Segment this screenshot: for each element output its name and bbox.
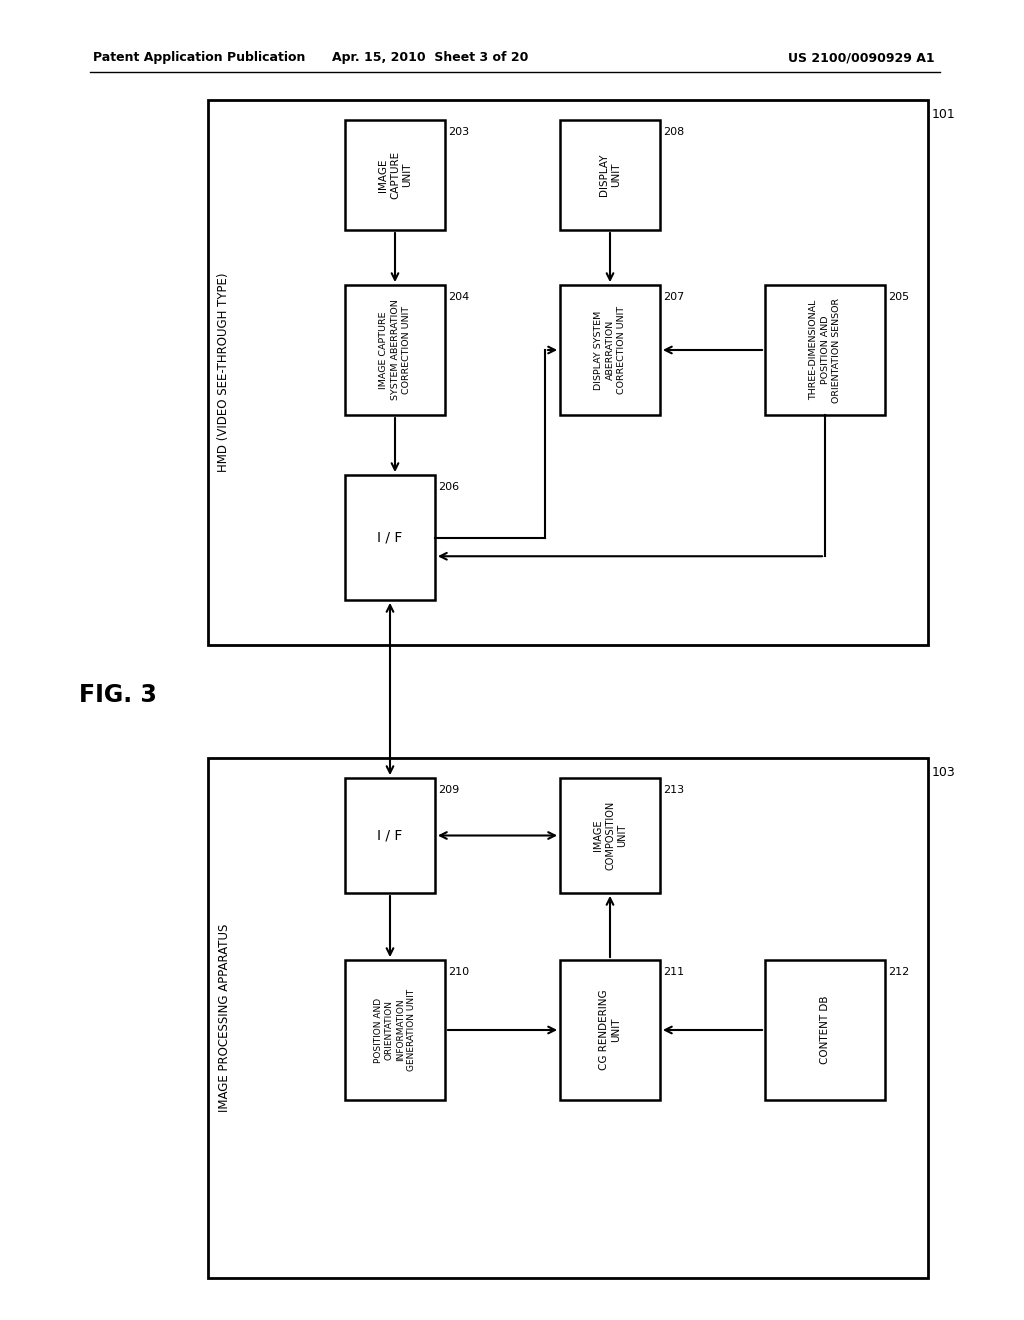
Text: IMAGE PROCESSING APPARATUS: IMAGE PROCESSING APPARATUS	[217, 924, 230, 1113]
Text: 212: 212	[888, 968, 909, 977]
Text: 204: 204	[449, 292, 469, 302]
Text: 205: 205	[888, 292, 909, 302]
Text: US 2100/0090929 A1: US 2100/0090929 A1	[788, 51, 935, 65]
Text: DISPLAY
UNIT: DISPLAY UNIT	[599, 153, 622, 197]
Text: 206: 206	[438, 482, 459, 492]
Text: 210: 210	[449, 968, 469, 977]
Bar	[560, 285, 660, 414]
Bar	[208, 758, 928, 1278]
Text: 207: 207	[663, 292, 684, 302]
Bar	[560, 120, 660, 230]
Text: THREE-DIMENSIONAL
POSITION AND
ORIENTATION SENSOR: THREE-DIMENSIONAL POSITION AND ORIENTATI…	[809, 297, 841, 403]
Bar	[345, 475, 435, 601]
Text: POSITION AND
ORIENTATION
INFORMATION
GENERATION UNIT: POSITION AND ORIENTATION INFORMATION GEN…	[374, 989, 416, 1071]
Text: Patent Application Publication: Patent Application Publication	[93, 51, 305, 65]
Text: I / F: I / F	[377, 829, 402, 842]
Text: 209: 209	[438, 785, 459, 795]
Bar	[345, 120, 445, 230]
Bar	[345, 777, 435, 894]
Text: I / F: I / F	[377, 531, 402, 544]
Bar	[345, 285, 445, 414]
Text: DISPLAY SYSTEM
ABERRATION
CORRECTION UNIT: DISPLAY SYSTEM ABERRATION CORRECTION UNI…	[594, 306, 626, 395]
Bar	[765, 960, 885, 1100]
Text: 213: 213	[663, 785, 684, 795]
Bar	[765, 285, 885, 414]
Bar	[560, 960, 660, 1100]
Bar	[560, 777, 660, 894]
Text: FIG. 3: FIG. 3	[79, 682, 157, 708]
Text: CG RENDERING
UNIT: CG RENDERING UNIT	[599, 990, 622, 1071]
Text: 203: 203	[449, 127, 469, 137]
Bar	[208, 100, 928, 645]
Text: 101: 101	[932, 107, 955, 120]
Text: 208: 208	[663, 127, 684, 137]
Text: Apr. 15, 2010  Sheet 3 of 20: Apr. 15, 2010 Sheet 3 of 20	[332, 51, 528, 65]
Text: IMAGE
CAPTURE
UNIT: IMAGE CAPTURE UNIT	[378, 150, 413, 199]
Text: 211: 211	[663, 968, 684, 977]
Text: IMAGE
COMPOSITION
UNIT: IMAGE COMPOSITION UNIT	[593, 801, 628, 870]
Bar	[345, 960, 445, 1100]
Text: HMD (VIDEO SEE-THROUGH TYPE): HMD (VIDEO SEE-THROUGH TYPE)	[217, 273, 230, 473]
Text: 103: 103	[932, 766, 955, 779]
Text: IMAGE CAPTURE
SYSTEM ABERRATION
CORRECTION UNIT: IMAGE CAPTURE SYSTEM ABERRATION CORRECTI…	[380, 300, 411, 400]
Text: CONTENT DB: CONTENT DB	[820, 995, 830, 1064]
